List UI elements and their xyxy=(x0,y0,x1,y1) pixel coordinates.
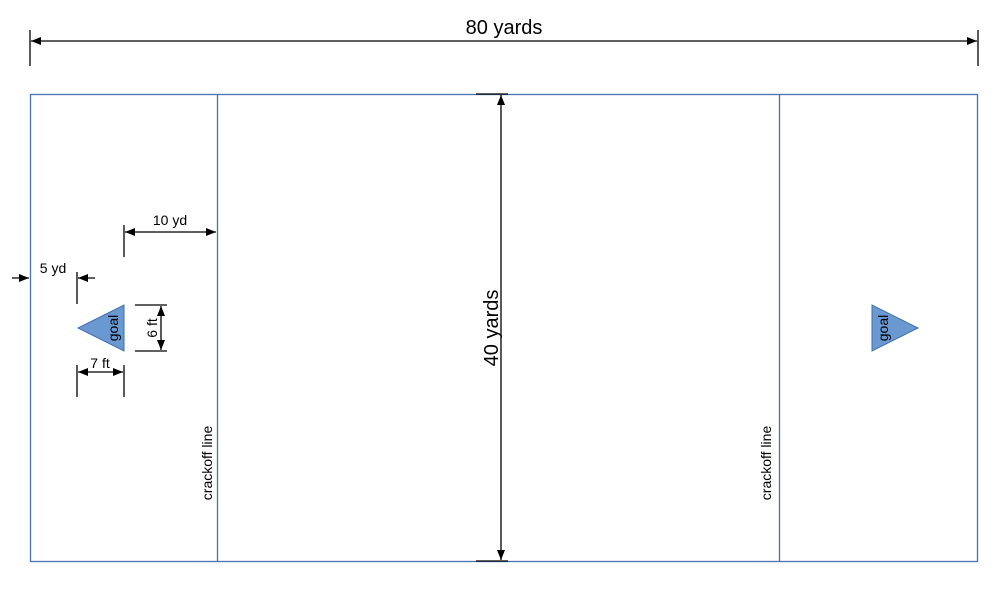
field-width-dimension: 40 yards xyxy=(476,93,508,562)
goal-left-label: goal xyxy=(105,315,121,341)
goal-offset-dimension: 5 yd xyxy=(12,260,95,304)
goal-height-dimension: 6 ft xyxy=(135,304,167,352)
field-length-dimension: 80 yards xyxy=(29,17,979,66)
goal-left: goal xyxy=(76,304,125,352)
goal-right-triangle xyxy=(871,304,920,352)
crackoff-offset-dimension: 10 yd xyxy=(123,212,216,257)
field-length-label: 80 yards xyxy=(466,17,543,39)
goal-right: goal xyxy=(871,304,920,352)
goal-width-label: 7 ft xyxy=(90,355,110,371)
goal-left-triangle xyxy=(76,304,125,352)
goal-right-label: goal xyxy=(875,315,891,341)
crackoff-label-right: crackoff line xyxy=(758,426,774,501)
goal-offset-label: 5 yd xyxy=(40,260,66,276)
goal-height-label: 6 ft xyxy=(144,318,160,338)
crackoff-offset-label: 10 yd xyxy=(153,212,187,228)
field-boundary xyxy=(29,93,979,563)
goal-width-dimension: 7 ft xyxy=(76,355,125,397)
crackoff-label-left: crackoff line xyxy=(199,426,215,501)
field-width-label: 40 yards xyxy=(481,290,503,367)
field xyxy=(29,93,979,563)
